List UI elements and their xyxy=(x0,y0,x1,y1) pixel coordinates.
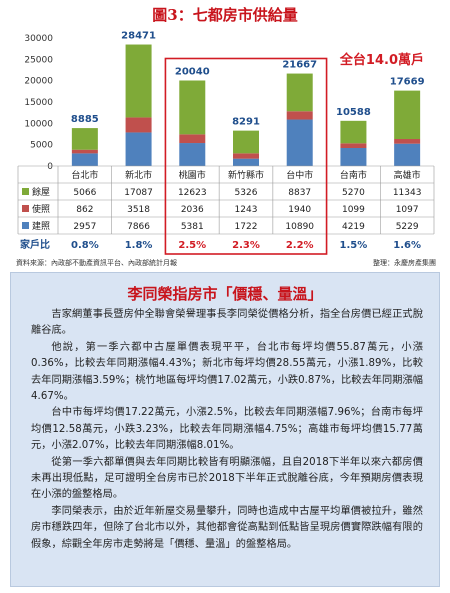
source-note: 資料來源：內政部不動產資訊平台、內政部統計月報 xyxy=(16,259,177,267)
table-cell-value: 1099 xyxy=(342,205,365,215)
article-paragraph: 李同榮表示，由於近年新屋交易量攀升，同時也造成中古屋平均單價被拉升，雖然房市穩跌… xyxy=(31,505,423,550)
ratio-value: 1.5% xyxy=(340,240,368,251)
y-tick-label: 0 xyxy=(47,162,53,172)
table-cell-value: 5270 xyxy=(342,188,365,198)
category-label: 新北市 xyxy=(125,169,152,181)
table-cell-value: 1243 xyxy=(235,205,258,215)
legend-swatch xyxy=(22,222,29,229)
article-paragraph: 從第一季六都單價與去年同期比較皆有明顯漲幅，且自2018下半年以來六都房價未再出… xyxy=(31,456,423,501)
y-tick-label: 30000 xyxy=(24,34,53,44)
table-cell-value: 7866 xyxy=(127,222,150,232)
bar-segment xyxy=(179,134,206,144)
y-tick-label: 10000 xyxy=(24,119,53,129)
bar-segment xyxy=(179,80,206,135)
legend-label: 餘屋 xyxy=(32,186,50,198)
table-cell-value: 10890 xyxy=(285,222,314,232)
bar-total-label: 8885 xyxy=(71,114,99,125)
bar-segment xyxy=(71,149,98,154)
bar-segment xyxy=(340,143,367,148)
bar-segment xyxy=(286,73,313,112)
bar-total-label: 21667 xyxy=(282,60,317,71)
bar-segment xyxy=(125,132,152,166)
table-cell-value: 12623 xyxy=(178,188,207,198)
category-label: 桃園市 xyxy=(179,169,206,181)
bar-segment xyxy=(233,158,259,166)
credit-note: 整理：永慶房產集團 xyxy=(373,259,436,267)
article-paragraph: 他說，第一季六都中古屋單價表現平平，台北市每坪均價55.87萬元，小漲0.36%… xyxy=(31,341,423,403)
source-row: 資料來源：內政部不動產資訊平台、內政部統計月報 整理：永慶房產集團 xyxy=(16,258,436,268)
bar-segment xyxy=(286,111,313,120)
y-tick-label: 25000 xyxy=(24,55,53,65)
total-annotation: 全台14.0萬戶 xyxy=(339,52,424,68)
ratio-value: 2.5% xyxy=(178,240,206,251)
ratio-value: 2.2% xyxy=(286,240,314,251)
article-box: 李同榮指房市「價穩、量溫」 吉家網董事長暨房仲全聯會榮譽理事長李同榮從價格分析，… xyxy=(10,272,440,587)
bar-segment xyxy=(71,128,98,150)
highlight-box xyxy=(164,57,328,255)
bar-segment xyxy=(233,130,259,154)
ratio-value: 2.3% xyxy=(232,240,260,251)
bar-segment xyxy=(71,153,98,166)
table-cell-value: 8837 xyxy=(288,188,311,198)
article-title: 李同榮指房市「價穩、量溫」 xyxy=(127,285,323,303)
category-label: 高雄市 xyxy=(394,169,421,181)
legend-label: 使照 xyxy=(32,203,50,215)
legend-swatch xyxy=(22,205,29,212)
bar-segment xyxy=(233,153,259,159)
bar-total-label: 10588 xyxy=(336,107,371,118)
table-cell-value: 2036 xyxy=(181,205,204,215)
table-cell-value: 3518 xyxy=(127,205,150,215)
y-tick-label: 20000 xyxy=(24,77,53,87)
figure-title: 圖3：七都房市供給量 xyxy=(152,6,298,24)
table-cell-value: 5326 xyxy=(235,188,258,198)
y-tick-label: 15000 xyxy=(24,98,53,108)
category-label: 新竹縣市 xyxy=(228,169,264,181)
article-body: 吉家網董事長暨房仲全聯會榮譽理事長李同榮從價格分析，指全台房價已經正式脫離谷底。… xyxy=(31,307,423,553)
category-label: 台中市 xyxy=(286,169,313,181)
bar-segment xyxy=(394,143,421,166)
bar-segment xyxy=(179,143,206,166)
table-cell-value: 5381 xyxy=(181,222,204,232)
bar-segment xyxy=(286,119,313,166)
bar-segment xyxy=(340,147,367,166)
table-cell-value: 862 xyxy=(76,205,93,215)
article-paragraph: 吉家網董事長暨房仲全聯會榮譽理事長李同榮從價格分析，指全台房價已經正式脫離谷底。 xyxy=(31,309,423,337)
ratio-value: 1.6% xyxy=(393,240,421,251)
bar-total-label: 20040 xyxy=(175,66,210,77)
table-cell-value: 1940 xyxy=(288,205,311,215)
bar-segment xyxy=(394,139,421,144)
table-cell-value: 1722 xyxy=(235,222,258,232)
category-label: 台南市 xyxy=(340,169,367,181)
table-cell-value: 5229 xyxy=(396,222,419,232)
ratio-value: 0.8% xyxy=(71,240,99,251)
table-cell-value: 5066 xyxy=(73,188,96,198)
ratio-row-label: 家戶比 xyxy=(20,238,50,251)
table-cell-value: 17087 xyxy=(124,188,153,198)
bar-segment xyxy=(125,44,152,118)
bar-total-label: 8291 xyxy=(232,117,260,128)
category-label: 台北市 xyxy=(71,169,98,181)
bar-segment xyxy=(394,90,421,140)
legend-swatch xyxy=(22,188,29,195)
article-paragraph: 台中市每坪均價17.22萬元，小漲2.5%，比較去年同期漲幅7.96%；台南市每… xyxy=(31,407,423,452)
stacked-bar-chart: 0 5000 10000 15000 20000 25000 30000 8885 28471 2… xyxy=(17,31,435,255)
bar-total-label: 17669 xyxy=(390,77,425,88)
y-tick-label: 5000 xyxy=(30,141,53,151)
ratio-value: 1.8% xyxy=(125,240,153,251)
bar-segment xyxy=(125,117,152,133)
bar-total-label: 28471 xyxy=(121,31,156,42)
bar-segment xyxy=(340,120,367,144)
table-cell-value: 1097 xyxy=(396,205,419,215)
chart-container: 0 5000 10000 15000 20000 25000 30000 8885 28471 2… xyxy=(14,24,440,256)
legend-label: 建照 xyxy=(32,220,50,232)
table-cell-value: 2957 xyxy=(73,222,96,232)
table-cell-value: 11343 xyxy=(393,188,422,198)
table-cell-value: 4219 xyxy=(342,222,365,232)
